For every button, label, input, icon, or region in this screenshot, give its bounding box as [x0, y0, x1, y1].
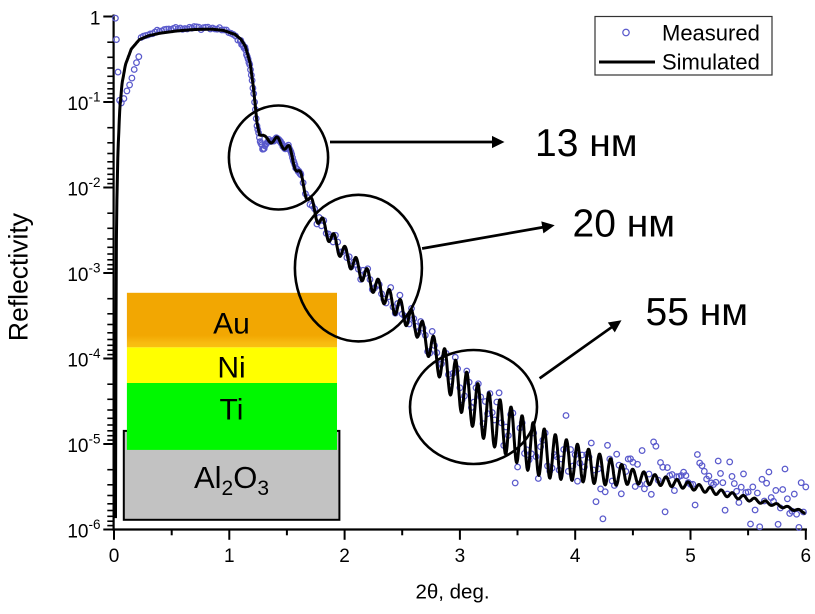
svg-text:Reflectivity: Reflectivity: [4, 212, 34, 341]
svg-text:1: 1: [90, 9, 101, 30]
svg-text:6: 6: [801, 546, 812, 567]
svg-text:5: 5: [685, 546, 696, 567]
svg-text:Au: Au: [213, 307, 250, 340]
svg-text:4: 4: [570, 546, 581, 567]
svg-text:1: 1: [224, 546, 235, 567]
svg-text:Measured: Measured: [662, 20, 760, 45]
svg-text:2θ, deg.: 2θ, deg.: [415, 581, 489, 604]
svg-text:20 нм: 20 нм: [573, 203, 676, 246]
svg-text:Ti: Ti: [220, 394, 244, 427]
svg-text:3: 3: [455, 546, 466, 567]
svg-text:55 нм: 55 нм: [646, 291, 749, 334]
svg-text:Simulated: Simulated: [662, 50, 760, 75]
svg-text:10-3: 10-3: [67, 261, 100, 287]
svg-text:10-1: 10-1: [67, 90, 100, 116]
svg-text:13 нм: 13 нм: [535, 122, 638, 165]
svg-text:Al2O3: Al2O3: [194, 460, 269, 500]
svg-text:Ni: Ni: [217, 352, 245, 385]
svg-text:2: 2: [339, 546, 350, 567]
svg-text:0: 0: [109, 546, 120, 567]
